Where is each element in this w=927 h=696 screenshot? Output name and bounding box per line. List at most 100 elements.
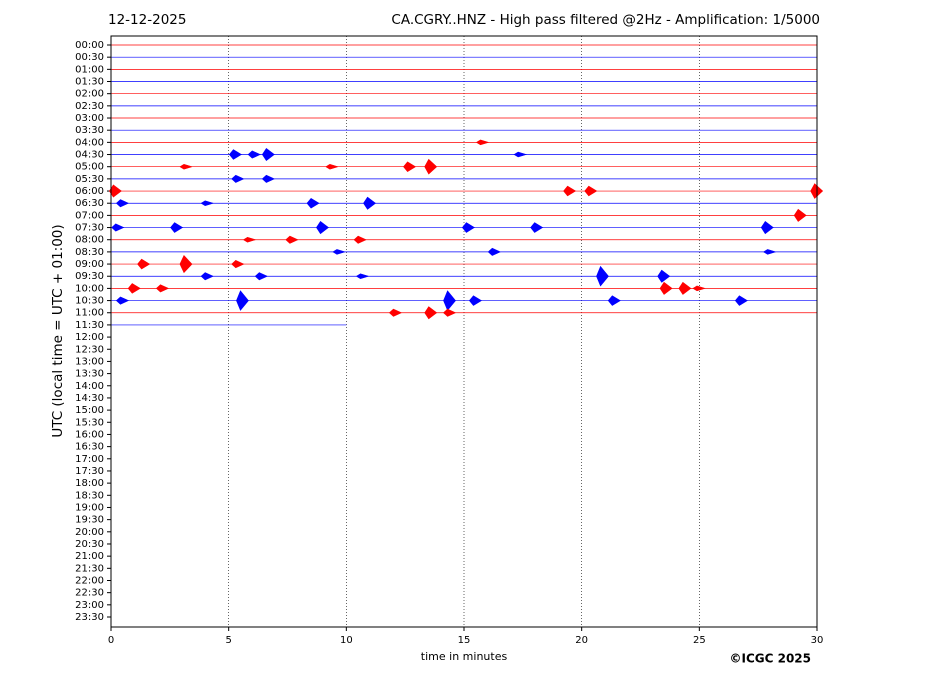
y-tick-label: 01:00 [75,64,104,75]
y-tick-label: 20:30 [75,539,104,550]
x-tick-label: 5 [225,635,231,646]
y-tick-label: 08:30 [75,247,104,258]
y-tick-label: 15:00 [75,405,104,416]
seismic-event [657,269,671,283]
x-tick-label: 25 [693,635,706,646]
y-tick-label: 02:00 [75,89,104,100]
seismic-event [355,273,370,279]
seismic-event [170,222,184,233]
seismic-event [530,222,544,233]
seismic-event [734,295,748,306]
plot-frame [110,35,818,628]
seismic-event [388,308,403,317]
seismic-event [247,150,261,159]
credit: ©ICGC 2025 [729,652,811,666]
seismic-event [584,185,598,197]
y-tick-label: 03:30 [75,125,104,136]
y-tick-label: 14:00 [75,381,104,392]
seismic-event [443,290,456,311]
chart-title: CA.CGRY..HNZ - High pass filtered @2Hz -… [391,12,820,28]
seismic-event [461,222,475,233]
x-axis-label: time in minutes [421,650,508,663]
x-tick-label: 10 [340,635,353,646]
seismic-event [200,200,215,206]
y-tick-label: 01:30 [75,77,104,88]
seismic-event [306,197,320,209]
y-tick-label: 22:30 [75,588,104,599]
y-tick-label: 04:30 [75,150,104,161]
x-tick-label: 30 [811,635,824,646]
seismic-event [443,308,457,317]
seismic-event [228,149,242,160]
y-tick-label: 09:30 [75,271,104,282]
seismic-event [487,247,501,256]
y-tick-label: 05:00 [75,162,104,173]
seismic-event [127,283,141,294]
y-tick-label: 07:30 [75,223,104,234]
seismic-event [596,265,609,287]
y-tick-label: 18:00 [75,478,104,489]
y-tick-label: 06:00 [75,186,104,197]
y-tick-label: 02:30 [75,101,104,112]
y-tick-label: 13:30 [75,369,104,380]
y-tick-label: 21:30 [75,563,104,574]
seismic-event [236,290,249,311]
y-tick-label: 12:00 [75,332,104,343]
seismic-event [332,249,346,255]
seismic-event [678,281,692,295]
y-tick-label: 12:30 [75,344,104,355]
y-tick-label: 19:00 [75,502,104,513]
y-tick-label: 09:00 [75,259,104,270]
seismic-event [760,221,774,235]
seismic-event [563,185,577,197]
seismic-event [424,306,438,320]
seismic-event [231,174,245,183]
y-tick-label: 03:00 [75,113,104,124]
seismic-event [254,272,268,281]
y-tick-label: 10:30 [75,296,104,307]
seismic-event [475,139,490,146]
seismic-event [424,158,438,175]
seismic-event [155,284,170,293]
y-tick-label: 21:00 [75,551,104,562]
y-tick-label: 18:30 [75,490,104,501]
y-tick-label: 13:00 [75,356,104,367]
y-tick-label: 22:00 [75,575,104,586]
y-tick-label: 10:00 [75,283,104,294]
seismic-event [137,258,151,270]
y-tick-label: 08:00 [75,235,104,246]
y-tick-label: 17:00 [75,454,104,465]
seismic-event [363,196,377,210]
y-tick-label: 23:00 [75,600,104,611]
y-tick-label: 19:30 [75,515,104,526]
seismic-event [261,174,276,183]
y-tick-label: 14:30 [75,393,104,404]
y-tick-label: 11:30 [75,320,104,331]
x-tick-label: 20 [575,635,588,646]
y-tick-label: 00:30 [75,52,104,63]
seismic-event [403,161,417,172]
x-tick-label: 15 [458,635,471,646]
seismic-event [200,272,214,281]
seismic-event [659,281,673,295]
y-tick-label: 17:30 [75,466,104,477]
y-tick-label: 04:00 [75,137,104,148]
y-tick-label: 11:00 [75,308,104,319]
seismic-event [179,255,193,274]
y-axis-label: UTC (local time = UTC + 01:00) [50,224,66,437]
seismic-event [285,235,299,244]
seismic-event [692,285,707,292]
y-tick-label: 06:30 [75,198,104,209]
seismic-event [179,163,193,170]
y-tick-label: 15:30 [75,417,104,428]
seismic-event [469,295,482,306]
y-tick-label: 23:30 [75,612,104,623]
seismic-event [115,199,130,208]
y-tick-label: 07:00 [75,210,104,221]
y-tick-label: 16:30 [75,442,104,453]
seismic-event [607,295,621,306]
seismic-event [111,223,125,232]
seismic-event [793,208,807,222]
y-tick-label: 00:00 [75,40,104,51]
